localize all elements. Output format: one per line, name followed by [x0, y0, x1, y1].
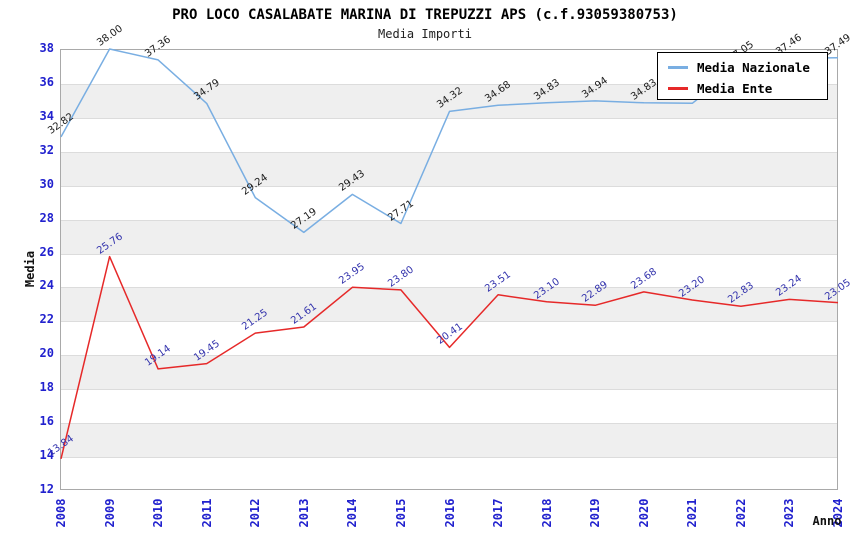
legend-label-ente: Media Ente: [697, 81, 773, 96]
plot-zebra-band: [61, 287, 837, 322]
gridline: [61, 389, 837, 391]
y-tick-label: 22: [39, 312, 54, 327]
gridline: [61, 287, 837, 289]
gridline: [61, 117, 837, 119]
y-tick-label: 16: [39, 414, 54, 429]
gridline: [61, 253, 837, 255]
y-tick-label: 34: [39, 108, 54, 123]
plot-zebra-band: [61, 151, 837, 186]
x-tick-label: 2017: [491, 498, 506, 528]
x-tick-label: 2012: [248, 498, 263, 528]
y-tick-label: 36: [39, 74, 54, 89]
legend-item-media-ente: Media Ente: [668, 81, 827, 96]
plot-area: [60, 49, 838, 490]
y-axis-title: Media: [23, 250, 37, 288]
plot-zebra-band: [61, 423, 837, 458]
gridline: [61, 151, 837, 153]
y-tick-label: 28: [39, 210, 54, 225]
gridline: [61, 457, 837, 459]
y-tick-label: 14: [39, 448, 54, 463]
legend-item-media-nazionale: Media Nazionale: [668, 60, 827, 75]
x-tick-label: 2022: [733, 498, 748, 528]
legend-label-nazionale: Media Nazionale: [697, 60, 810, 75]
y-tick-label: 20: [39, 346, 54, 361]
y-tick-label: 30: [39, 176, 54, 191]
x-tick-label: 2014: [345, 498, 360, 528]
x-tick-label: 2010: [151, 498, 166, 528]
x-tick-label: 2011: [199, 498, 214, 528]
gridline: [61, 355, 837, 357]
plot-zebra-band: [61, 219, 837, 254]
gridline: [61, 321, 837, 323]
x-tick-label: 2008: [54, 498, 68, 528]
x-tick-label: 2021: [685, 498, 700, 528]
x-tick-label: 2019: [588, 498, 603, 528]
legend: Media Nazionale Media Ente: [657, 52, 828, 100]
legend-line-swatch-ente: [668, 87, 688, 90]
y-tick-label: 12: [39, 482, 54, 496]
chart-subtitle: Media Importi: [378, 27, 472, 41]
gridline: [61, 185, 837, 187]
y-tick-label: 24: [39, 278, 54, 293]
chart-title: PRO LOCO CASALABATE MARINA DI TREPUZZI A…: [172, 7, 678, 23]
gridline: [61, 219, 837, 221]
y-tick-label: 26: [39, 244, 54, 259]
x-tick-label: 2020: [636, 498, 651, 528]
x-tick-label: 2018: [539, 498, 554, 528]
x-tick-label: 2009: [102, 498, 117, 528]
x-tick-label: 2013: [296, 498, 311, 528]
x-tick-label: 2016: [442, 498, 457, 528]
legend-line-swatch-nazionale: [668, 66, 688, 69]
y-tick-label: 32: [39, 142, 54, 157]
gridline: [61, 423, 837, 425]
x-tick-label: 2015: [393, 498, 408, 528]
plot-zebra-band: [61, 355, 837, 390]
y-tick-label: 18: [39, 380, 54, 395]
x-axis-title: Anno: [812, 514, 842, 528]
y-tick-label: 38: [39, 41, 54, 55]
x-tick-label: 2023: [782, 498, 797, 528]
